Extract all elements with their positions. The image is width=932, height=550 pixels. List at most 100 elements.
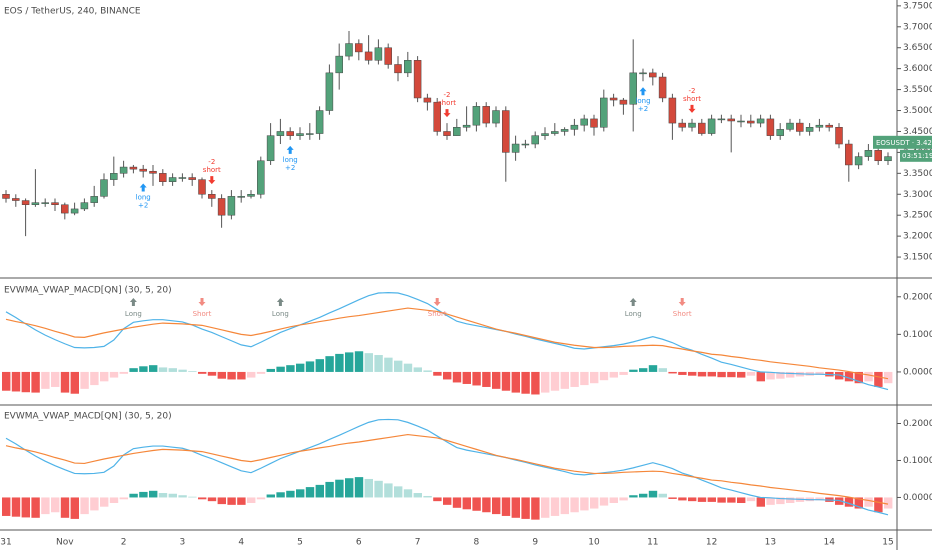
- histogram-bar: [139, 366, 148, 372]
- signal-label: -2: [208, 158, 215, 166]
- histogram-bar: [305, 361, 315, 372]
- histogram-bar: [452, 497, 462, 508]
- histogram-bar: [11, 371, 21, 392]
- histogram-bar: [482, 497, 491, 513]
- candle-body: [453, 127, 461, 136]
- candle-body: [658, 76, 667, 99]
- candle-body: [266, 135, 275, 162]
- x-tick-label: 6: [356, 538, 362, 548]
- histogram-bar: [207, 497, 217, 502]
- x-tick-label: 8: [474, 538, 480, 548]
- signal-label: Long: [272, 310, 289, 318]
- candle-body: [756, 118, 765, 124]
- x-tick-label: 2: [121, 538, 127, 548]
- candle-body: [678, 122, 686, 128]
- histogram-bar: [727, 371, 736, 378]
- x-tick-label: 31: [0, 538, 11, 548]
- candle-body: [21, 200, 30, 205]
- histogram-bar: [756, 371, 765, 382]
- histogram-bar: [364, 353, 373, 372]
- candle-body: [296, 133, 304, 136]
- signal-arrow: [688, 104, 696, 113]
- histogram-bar: [492, 497, 501, 515]
- candle-body: [80, 202, 89, 210]
- histogram-bar: [443, 497, 452, 505]
- histogram-bar: [609, 497, 618, 504]
- histogram-bar: [658, 368, 667, 372]
- x-tick-label: 13: [765, 538, 776, 548]
- signal-arrow: [276, 298, 284, 306]
- y-tick-label: 0.0000: [903, 367, 932, 377]
- histogram-bar: [433, 497, 442, 502]
- y-tick-label: 3.6500: [903, 43, 932, 53]
- histogram-bar: [188, 371, 197, 372]
- candle-body: [835, 127, 843, 145]
- candle-body: [864, 150, 873, 157]
- histogram-bar: [462, 371, 471, 384]
- histogram-bar: [688, 497, 697, 502]
- x-tick-label: 7: [415, 538, 421, 548]
- candle-body: [100, 179, 108, 197]
- histogram-bar: [737, 497, 746, 504]
- candle-body: [600, 97, 608, 128]
- histogram-bar: [482, 371, 491, 387]
- histogram-bar: [129, 368, 138, 372]
- histogram-bar: [580, 497, 589, 511]
- histogram-bar: [335, 479, 344, 498]
- histogram-bar: [590, 371, 599, 384]
- candle-body: [198, 179, 206, 195]
- histogram-bar: [276, 366, 285, 372]
- candle-body: [364, 51, 373, 61]
- candle-body: [119, 166, 128, 174]
- histogram-bar: [599, 371, 609, 381]
- indicator-line: [5, 307, 889, 380]
- histogram-bar: [217, 497, 226, 505]
- histogram-bar: [109, 497, 119, 504]
- histogram-bar: [335, 353, 344, 372]
- histogram-bar: [786, 371, 795, 378]
- candle-body: [276, 131, 285, 136]
- candle-body: [247, 194, 255, 197]
- histogram-bar: [541, 371, 550, 393]
- histogram-bar: [717, 371, 726, 378]
- y-tick-label: 0.2000: [903, 419, 932, 429]
- histogram-bar: [149, 365, 158, 372]
- candle-body: [609, 97, 618, 101]
- histogram-bar: [472, 497, 481, 511]
- candle-body: [649, 72, 657, 78]
- histogram-bar: [835, 497, 844, 505]
- y-tick-label: 3.4500: [903, 127, 932, 137]
- candle-body: [374, 47, 383, 61]
- x-tick-label: 15: [882, 538, 893, 548]
- candle-body: [737, 120, 745, 123]
- candle-body: [129, 166, 138, 170]
- y-tick-label: 3.7000: [903, 22, 932, 32]
- signal-label: +2: [285, 164, 295, 172]
- candle-body: [139, 168, 147, 172]
- indicator-title: EVWMA_VWAP_MACD[QN] (30, 5, 20): [4, 412, 172, 422]
- candle-body: [786, 122, 794, 130]
- histogram-bar: [354, 477, 364, 498]
- candle-body: [404, 60, 412, 74]
- histogram-bar: [80, 497, 89, 515]
- histogram-bar: [31, 497, 40, 518]
- candle-body: [854, 156, 863, 166]
- candle-body: [698, 122, 706, 134]
- x-tick-label: 5: [297, 538, 303, 548]
- x-tick-label: 4: [238, 538, 244, 548]
- signal-arrow: [443, 109, 451, 118]
- histogram-bar: [688, 371, 697, 376]
- candle-body: [580, 118, 588, 126]
- histogram-bar: [443, 371, 452, 380]
- histogram-bar: [266, 368, 275, 372]
- candle-body: [688, 122, 696, 128]
- histogram-bar: [188, 496, 197, 498]
- histogram-bar: [609, 371, 618, 378]
- candle-body: [306, 133, 314, 135]
- candle-body: [286, 131, 294, 136]
- histogram-bar: [60, 371, 70, 393]
- histogram-bar: [80, 371, 89, 389]
- candle-body: [355, 43, 363, 53]
- histogram-bar: [854, 371, 863, 384]
- histogram-bar: [109, 371, 119, 378]
